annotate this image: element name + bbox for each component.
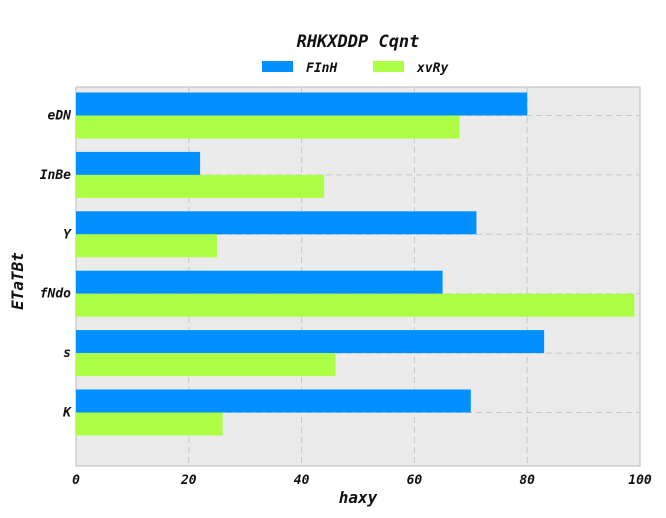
y-tick-label-2: Y xyxy=(63,227,72,242)
bar-FInH-s xyxy=(76,330,545,354)
legend-swatch-series-1 xyxy=(373,61,404,72)
x-tick-label-5: 100 xyxy=(628,473,652,488)
y-axis-label: ETaTBt xyxy=(8,252,27,310)
legend-swatch-series-0 xyxy=(262,61,293,72)
x-axis-label: haxy xyxy=(339,488,378,507)
bar-FInH-Y xyxy=(76,211,477,235)
x-tick-label-4: 80 xyxy=(519,473,535,488)
bar-xvRy-K xyxy=(76,412,223,436)
x-tick-label-2: 40 xyxy=(294,473,310,488)
y-tick-label-4: s xyxy=(63,346,71,361)
bar-FInH-K xyxy=(76,389,471,413)
x-tick-label-0: 0 xyxy=(72,473,80,488)
bar-xvRy-eDN xyxy=(76,115,460,139)
chart-title: RHKXDDP Cqnt xyxy=(297,32,420,52)
bar-xvRy-Y xyxy=(76,234,217,258)
y-tick-label-3: fNdo xyxy=(40,287,71,302)
bar-FInH-InBe xyxy=(76,151,201,175)
bars xyxy=(76,92,635,436)
y-tick-label-1: InBe xyxy=(40,168,71,183)
y-tick-label-5: K xyxy=(62,406,72,421)
bar-xvRy-InBe xyxy=(76,174,325,198)
legend-label-series-0: FInH xyxy=(306,61,337,76)
x-tick-label-1: 20 xyxy=(180,473,197,488)
bar-xvRy-s xyxy=(76,353,336,377)
bar-FInH-eDN xyxy=(76,92,528,116)
bar-FInH-fNdo xyxy=(76,270,443,294)
y-tick-label-0: eDN xyxy=(48,109,72,124)
bar-xvRy-fNdo xyxy=(76,293,635,317)
x-tick-label-3: 60 xyxy=(407,473,423,488)
legend: FInH xvRy xyxy=(262,61,448,76)
legend-label-series-1: xvRy xyxy=(416,61,448,76)
x-tick-labels: 0 20 40 60 80 100 xyxy=(72,473,652,488)
